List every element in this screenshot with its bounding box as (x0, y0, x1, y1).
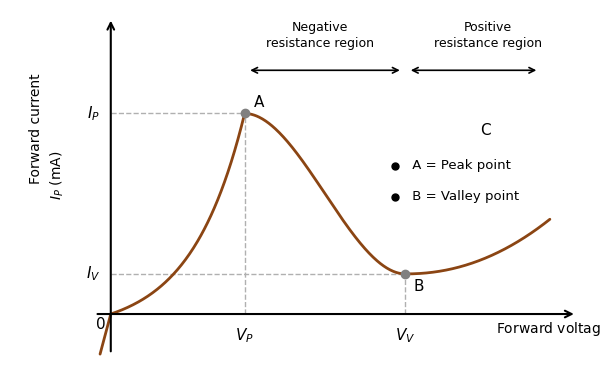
Text: $V_P$: $V_P$ (235, 326, 254, 345)
Text: A = Peak point: A = Peak point (408, 159, 511, 172)
Text: Forward current: Forward current (29, 74, 43, 184)
Text: $I_P$ (mA): $I_P$ (mA) (49, 151, 66, 200)
Text: $I_P$: $I_P$ (87, 104, 100, 123)
Text: Forward voltage ($V_F$): Forward voltage ($V_F$) (496, 321, 600, 338)
Text: A: A (254, 95, 265, 110)
Text: $V_V$: $V_V$ (395, 326, 415, 345)
Text: B = Valley point: B = Valley point (408, 190, 519, 203)
Text: $I_V$: $I_V$ (86, 265, 100, 283)
Text: B: B (413, 279, 424, 294)
Text: Negative
resistance region: Negative resistance region (266, 21, 374, 50)
Text: C: C (480, 123, 491, 138)
Text: 0: 0 (97, 317, 106, 332)
Text: Positive
resistance region: Positive resistance region (434, 21, 542, 50)
